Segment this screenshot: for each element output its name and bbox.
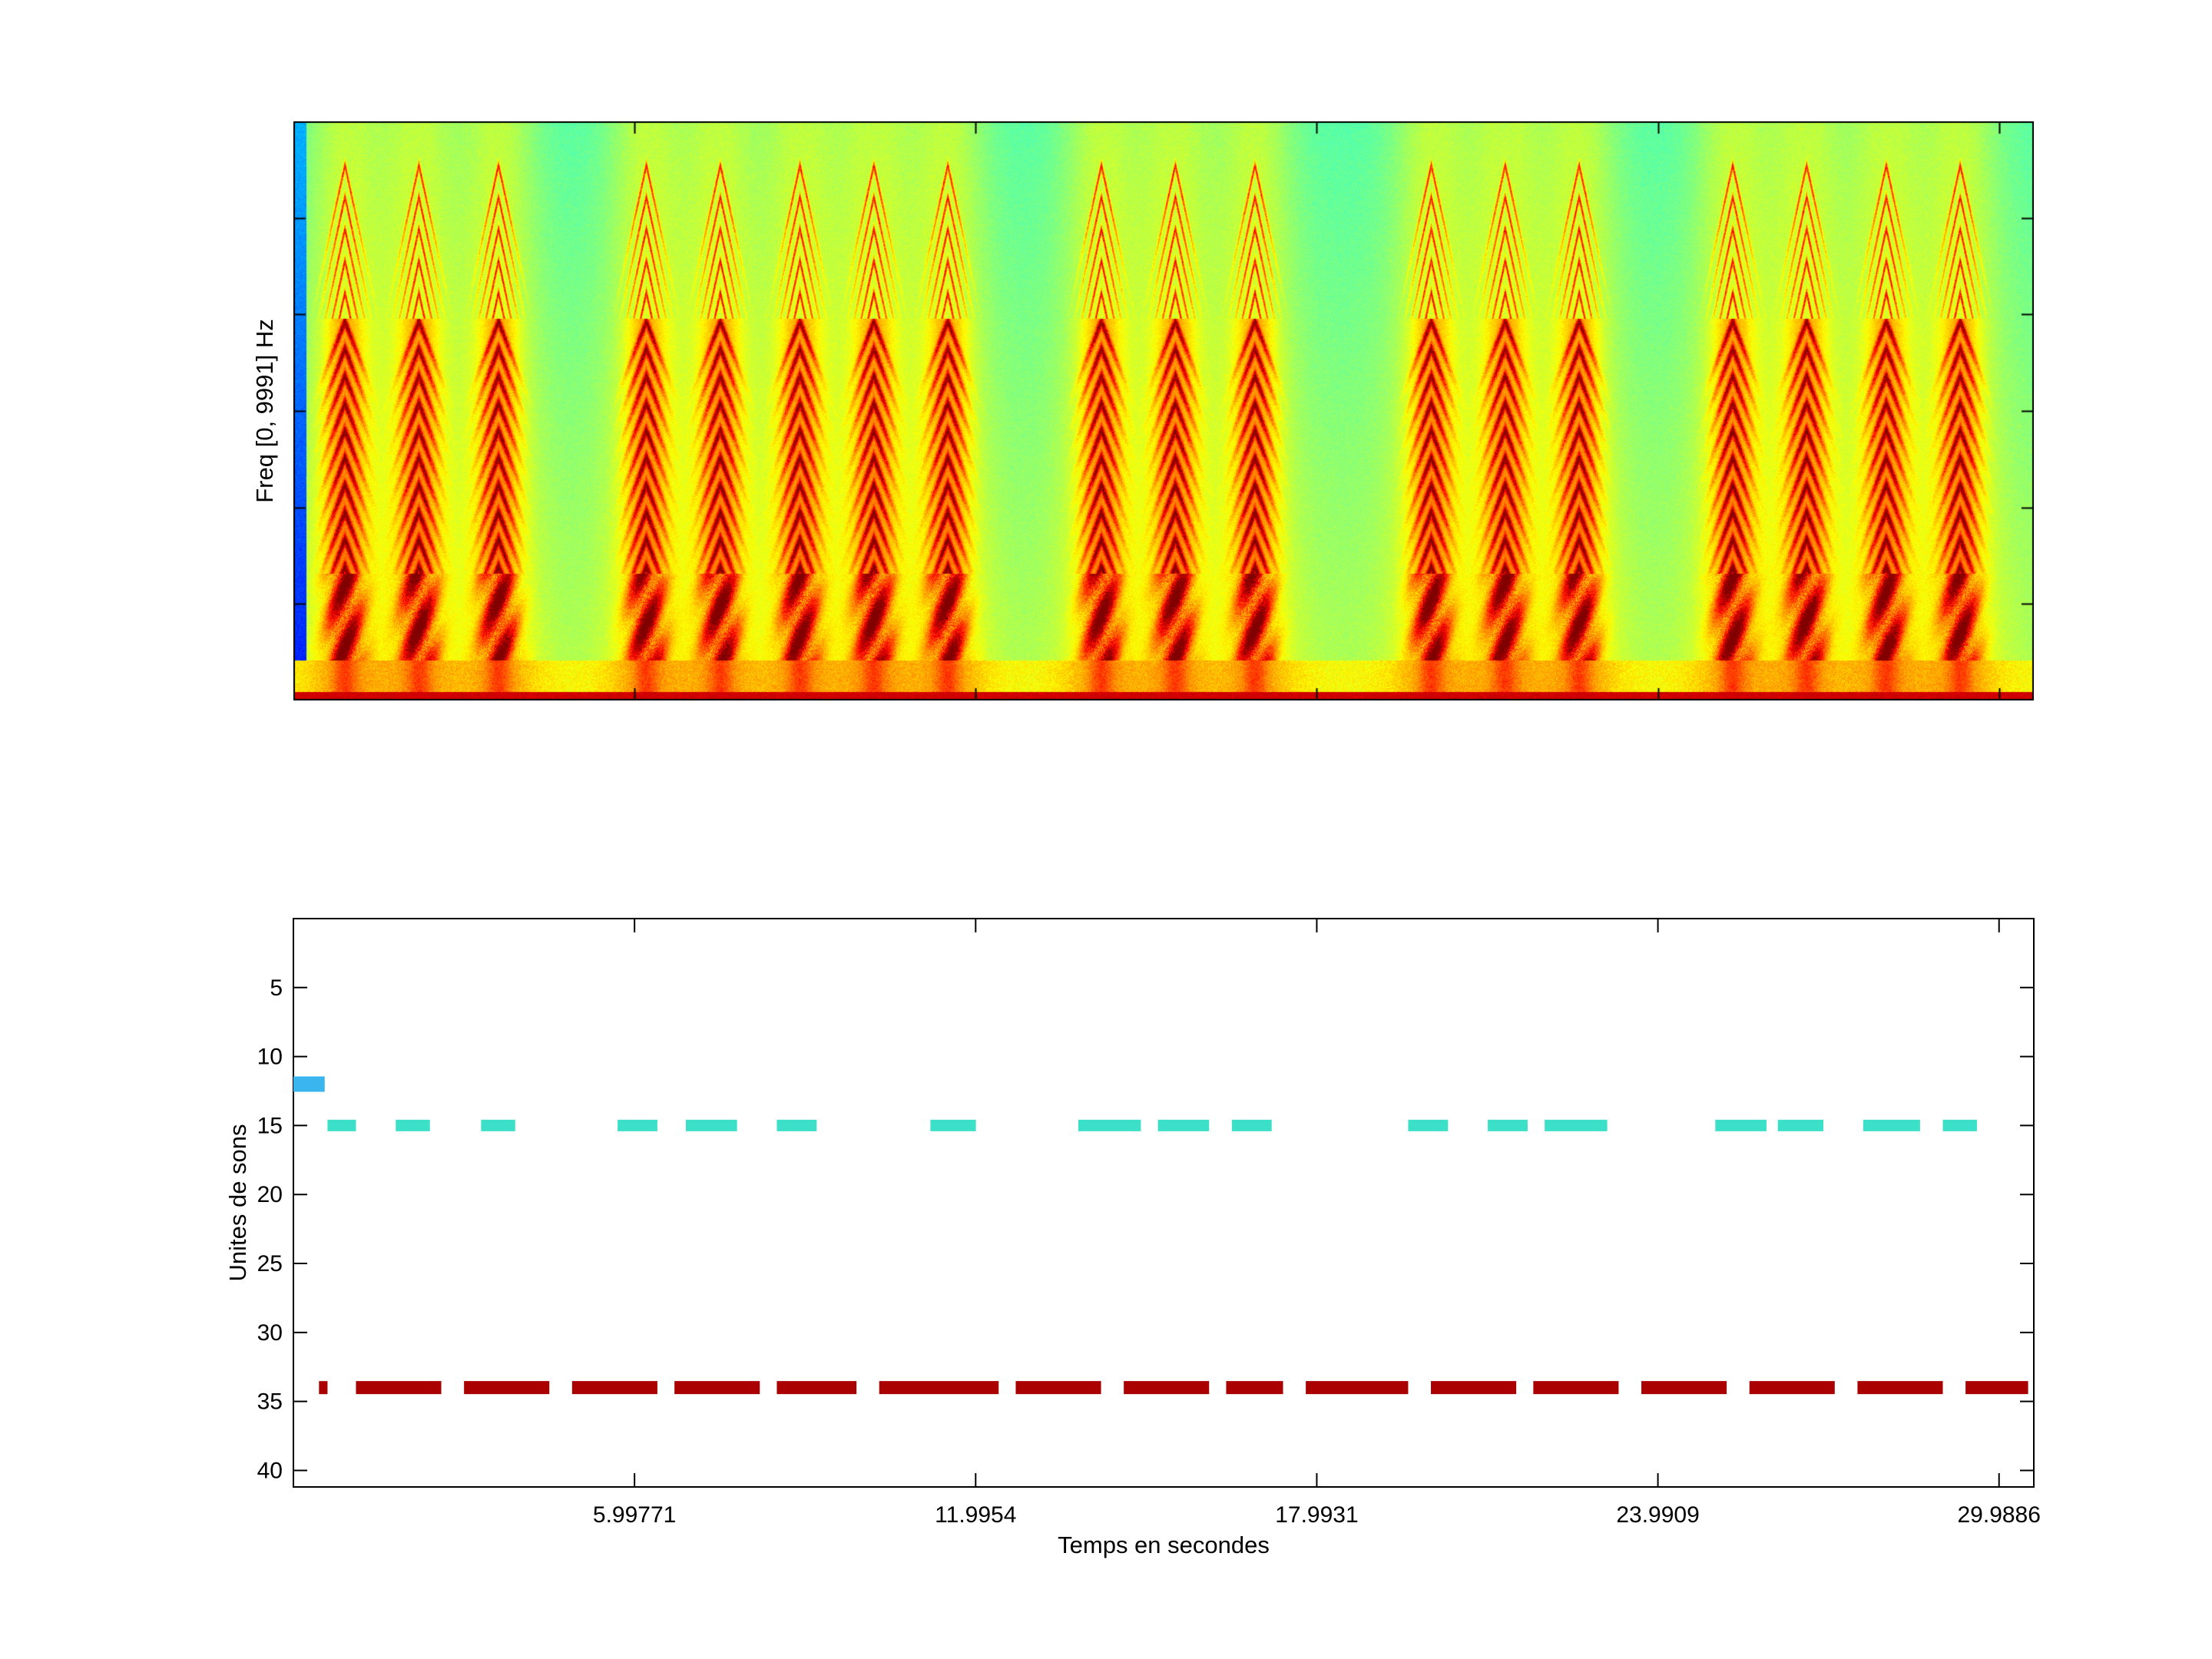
y-tick-label: 10 [257, 1045, 283, 1070]
units-xlabel: Temps en secondes [1058, 1532, 1270, 1558]
units-axes-box [293, 918, 2035, 1488]
x-tick-label: 29.9886 [1957, 1502, 2040, 1528]
x-tick-label: 17.9931 [1275, 1502, 1358, 1528]
y-tick-label: 15 [257, 1113, 283, 1138]
y-tick-label: 25 [257, 1251, 283, 1277]
y-tick-label: 5 [270, 975, 283, 1001]
x-tick-label: 23.9909 [1616, 1502, 1699, 1528]
x-tick-label: 5.99771 [593, 1502, 676, 1528]
y-tick-label: 35 [257, 1389, 283, 1415]
y-tick-label: 40 [257, 1458, 283, 1483]
x-tick-label: 11.9954 [935, 1502, 1016, 1528]
spectrogram-canvas [293, 121, 2034, 700]
y-tick-label: 30 [257, 1320, 283, 1346]
y-tick-label: 20 [257, 1182, 283, 1207]
